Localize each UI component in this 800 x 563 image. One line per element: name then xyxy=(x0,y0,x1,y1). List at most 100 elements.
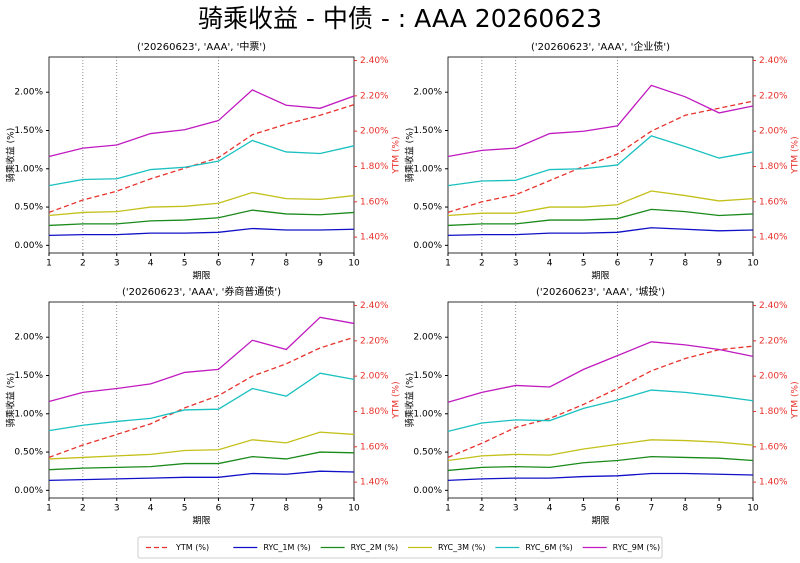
series-line xyxy=(447,208,754,227)
x-tick-label: 3 xyxy=(513,259,519,269)
series-line xyxy=(447,227,754,237)
plot-frame xyxy=(48,301,355,499)
x-tick-label: 1 xyxy=(46,504,52,514)
subplot-title: ('20260623', 'AAA', '企业债') xyxy=(531,40,670,53)
series-line xyxy=(48,470,355,482)
y-tick-label: 1.50% xyxy=(413,126,442,136)
x-axis-label: 期限 xyxy=(192,516,210,527)
x-tick-label: 4 xyxy=(148,259,154,269)
x-tick-label: 6 xyxy=(216,259,222,269)
y2-tick-label: 2.20% xyxy=(360,336,389,346)
y-tick-label: 0.00% xyxy=(413,241,442,251)
x-tick-label: 1 xyxy=(445,259,451,269)
y2-tick-label: 1.80% xyxy=(759,407,788,417)
y2-tick-label: 2.00% xyxy=(759,127,788,137)
x-tick-label: 9 xyxy=(716,259,722,269)
subplot-title: ('20260623', 'AAA', '券商普通债') xyxy=(122,285,281,298)
series-line xyxy=(447,84,754,158)
x-tick-label: 10 xyxy=(747,504,759,514)
y-tick-label: 1.00% xyxy=(14,409,43,419)
series-line xyxy=(48,431,355,460)
plot-frame xyxy=(48,56,355,254)
x-tick-label: 1 xyxy=(46,259,52,269)
legend-label: YTM (%) xyxy=(175,543,209,552)
figure-title: 骑乘收益 - 中债 - : AAA 20260623 xyxy=(198,4,602,33)
x-tick-label: 5 xyxy=(581,504,587,514)
x-tick-label: 4 xyxy=(547,504,553,514)
y-axis-label: 骑乘收益 (%) xyxy=(5,373,17,427)
y2-tick-label: 2.00% xyxy=(360,127,389,137)
x-tick-label: 1 xyxy=(445,504,451,514)
series-line xyxy=(447,456,754,472)
series-line xyxy=(447,389,754,433)
x-tick-label: 8 xyxy=(682,504,688,514)
y2-tick-label: 1.60% xyxy=(360,442,389,452)
y-tick-label: 1.00% xyxy=(413,164,442,174)
x-tick-label: 3 xyxy=(513,504,519,514)
legend-label: RYC_6M (%) xyxy=(525,543,572,552)
y2-tick-label: 1.80% xyxy=(759,162,788,172)
y2-tick-label: 1.80% xyxy=(360,162,389,172)
series-line xyxy=(447,135,754,187)
legend: YTM (%) RYC_1M (%) RYC_2M (%) RYC_3M (%) RYC… xyxy=(137,536,663,559)
y-tick-label: 0.50% xyxy=(413,203,442,213)
y2-tick-label: 1.40% xyxy=(759,478,788,488)
x-tick-label: 6 xyxy=(615,259,621,269)
series-line xyxy=(48,191,355,217)
series-line xyxy=(48,104,355,213)
subplot: ('20260623', 'AAA', '中票') 1 2 3 4 5 6 7 8 9 10 0.00… xyxy=(5,40,402,282)
x-tick-label: 7 xyxy=(648,504,654,514)
x-tick-label: 7 xyxy=(249,504,255,514)
y2-axis-label: YTM (%) xyxy=(791,381,800,419)
y2-tick-label: 2.40% xyxy=(360,56,389,66)
x-axis-label: 期限 xyxy=(591,271,609,282)
y2-axis-label: YTM (%) xyxy=(392,136,402,174)
y-tick-label: 0.50% xyxy=(14,203,43,213)
y-tick-label: 0.00% xyxy=(14,241,43,251)
y-tick-label: 2.00% xyxy=(14,333,43,343)
series-line xyxy=(447,341,754,403)
subplot-title: ('20260623', 'AAA', '城投') xyxy=(536,285,665,298)
y2-tick-label: 2.00% xyxy=(759,372,788,382)
series-line xyxy=(48,89,355,158)
y-tick-label: 1.50% xyxy=(413,371,442,381)
legend-label: RYC_1M (%) xyxy=(263,543,310,552)
subplot: ('20260623', 'AAA', '企业债') 1 2 3 4 5 6 7 8 9 10 0.0… xyxy=(404,40,800,282)
series-line xyxy=(48,209,355,227)
y2-tick-label: 1.60% xyxy=(759,197,788,207)
x-tick-label: 2 xyxy=(479,504,485,514)
y-tick-label: 0.50% xyxy=(14,448,43,458)
y-axis-label: 骑乘收益 (%) xyxy=(404,373,416,427)
x-tick-label: 8 xyxy=(283,259,289,269)
plot-frame xyxy=(447,56,754,254)
y-tick-label: 0.50% xyxy=(413,448,442,458)
y-tick-label: 0.00% xyxy=(413,486,442,496)
x-tick-label: 10 xyxy=(348,504,360,514)
x-tick-label: 8 xyxy=(283,504,289,514)
x-tick-label: 2 xyxy=(80,504,86,514)
series-line xyxy=(48,372,355,432)
y-tick-label: 2.00% xyxy=(14,88,43,98)
plot-frame xyxy=(447,301,754,499)
x-tick-label: 3 xyxy=(114,504,120,514)
x-tick-label: 10 xyxy=(348,259,360,269)
y2-tick-label: 1.60% xyxy=(759,442,788,452)
y2-tick-label: 2.20% xyxy=(759,91,788,101)
y2-tick-label: 1.40% xyxy=(360,233,389,243)
x-tick-label: 9 xyxy=(716,504,722,514)
x-tick-label: 2 xyxy=(80,259,86,269)
legend-label: RYC_2M (%) xyxy=(351,543,398,552)
y2-tick-label: 2.20% xyxy=(759,336,788,346)
y2-tick-label: 2.40% xyxy=(759,301,788,311)
subplot-title: ('20260623', 'AAA', '中票') xyxy=(137,40,266,53)
y-tick-label: 1.50% xyxy=(14,126,43,136)
series-line xyxy=(48,139,355,187)
x-tick-label: 5 xyxy=(581,259,587,269)
y-axis-label: 骑乘收益 (%) xyxy=(404,128,416,182)
x-tick-label: 10 xyxy=(747,259,759,269)
x-tick-label: 6 xyxy=(216,504,222,514)
y2-tick-label: 2.40% xyxy=(360,301,389,311)
y-tick-label: 1.50% xyxy=(14,371,43,381)
